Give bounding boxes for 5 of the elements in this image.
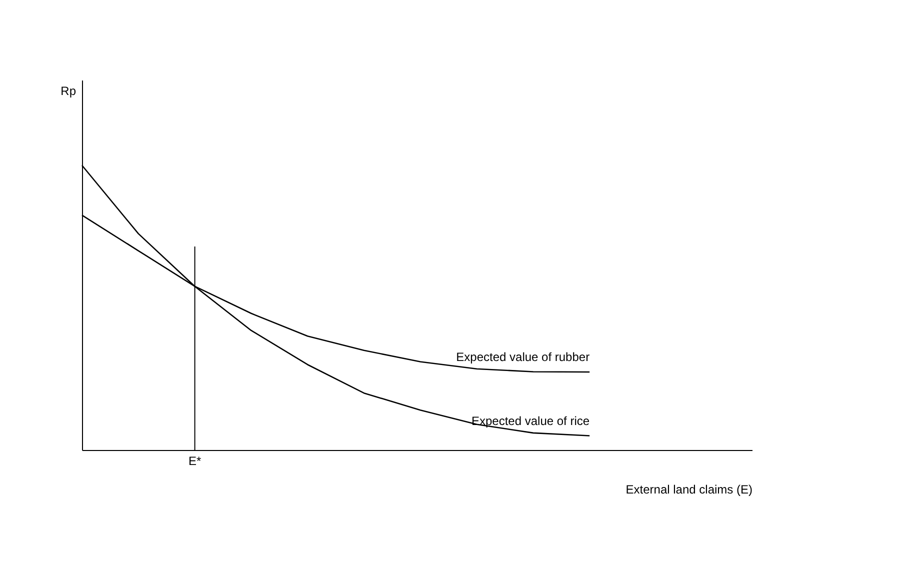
x-axis-title: External land claims (E) [626, 482, 752, 496]
series-label: Expected value of rice [472, 414, 590, 428]
series-label: Expected value of rubber [456, 350, 590, 364]
text: E* [188, 454, 202, 468]
text: Rp [60, 84, 76, 98]
